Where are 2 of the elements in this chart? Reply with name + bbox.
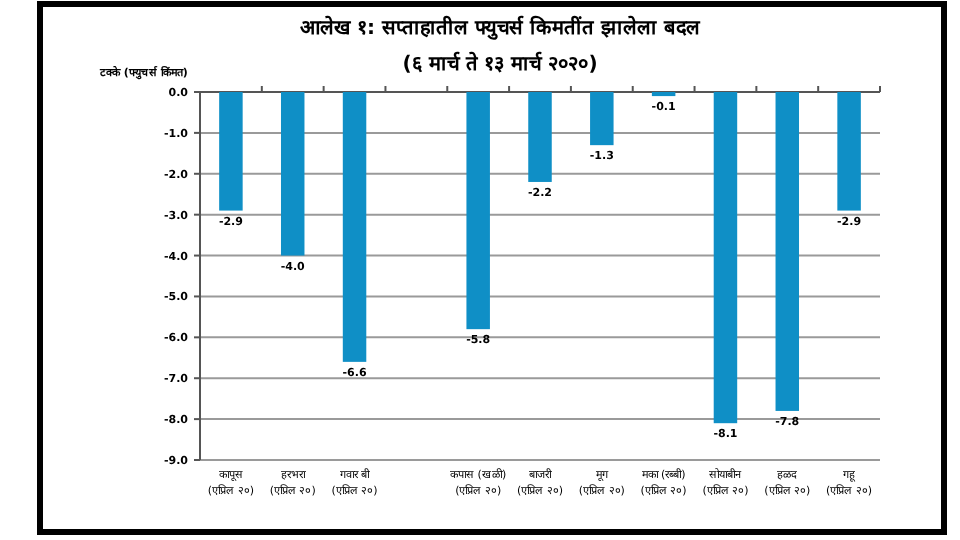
chart-subtitle: (६ मार्च ते १३ मार्च २०२०) [402, 50, 598, 76]
chart-title: आलेख १: सप्ताहातील फ्युचर्स किमतींत झालेला बदल [300, 14, 702, 40]
